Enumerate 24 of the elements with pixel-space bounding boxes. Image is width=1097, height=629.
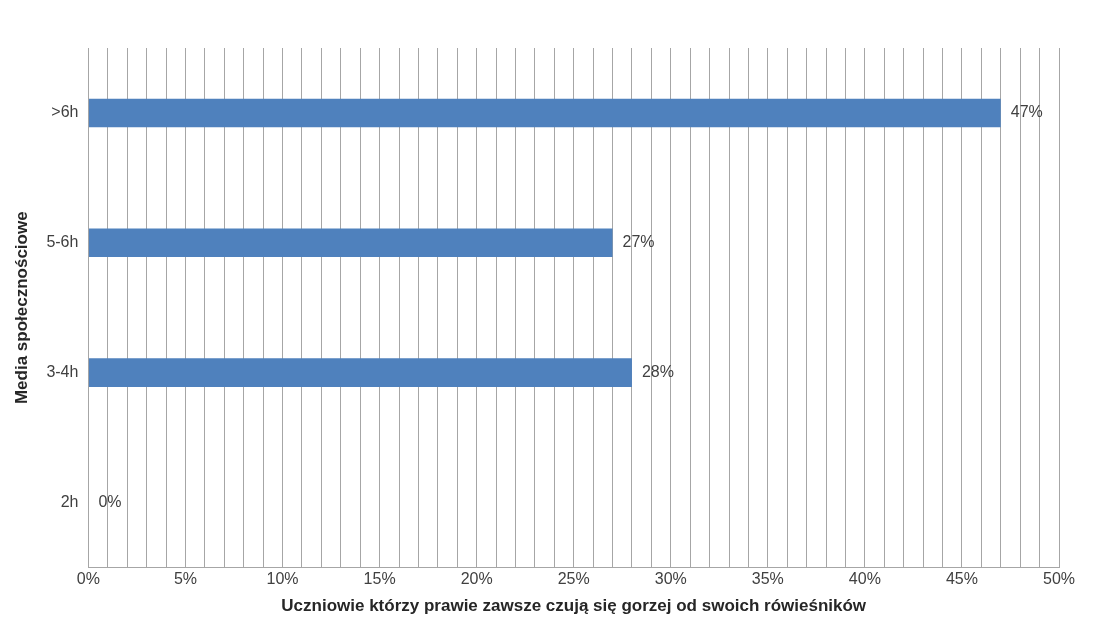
y-axis-title: Media społecznościowe bbox=[11, 211, 31, 405]
bar bbox=[88, 98, 1001, 128]
x-tick-label: 30% bbox=[654, 570, 687, 588]
x-tick-label: 5% bbox=[173, 570, 198, 588]
data-label: 27% bbox=[622, 233, 655, 251]
y-tick-label: >6h bbox=[51, 103, 79, 121]
y-tick-label: 3-4h bbox=[46, 363, 79, 381]
x-tick-label: 45% bbox=[945, 570, 978, 588]
x-tick-label: 15% bbox=[363, 570, 396, 588]
bar bbox=[88, 358, 632, 387]
x-tick-label: 0% bbox=[76, 570, 100, 588]
x-tick-label: 50% bbox=[1042, 570, 1076, 588]
data-label: 47% bbox=[1010, 103, 1043, 121]
x-tick-label: 10% bbox=[266, 570, 299, 588]
x-tick-label: 40% bbox=[848, 570, 881, 588]
data-label: 28% bbox=[641, 363, 674, 381]
data-label: 0% bbox=[98, 492, 122, 510]
y-tick-label: 2h bbox=[60, 492, 79, 510]
x-tick-label: 25% bbox=[557, 570, 590, 588]
x-tick-label: 35% bbox=[751, 570, 784, 588]
bar bbox=[88, 228, 613, 258]
x-tick-label: 20% bbox=[460, 570, 493, 588]
x-axis-title: Uczniowie którzy prawie zawsze czują się gorzej od swoich rówieśników bbox=[281, 596, 867, 616]
y-tick-label: 5-6h bbox=[46, 233, 79, 251]
